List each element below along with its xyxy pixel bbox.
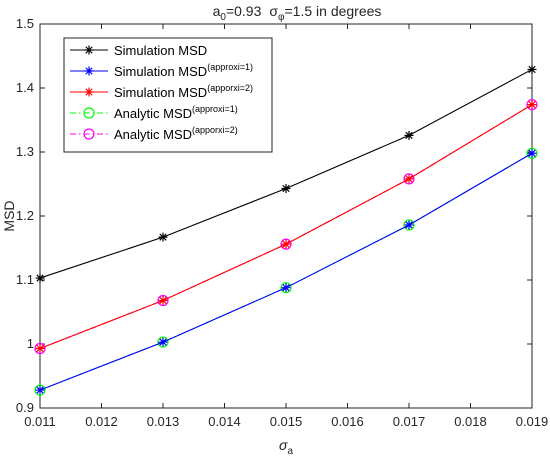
x-axis-label-subscript: a [287,446,293,457]
data-point [35,273,45,283]
chart-title: a0=0.93 σφ=1.5 in degrees [213,3,382,23]
data-point [157,294,169,307]
legend-swatch-marker [84,87,94,97]
title-sigma-symbol: σ [269,3,278,19]
x-tick-label: 0.011 [24,414,56,429]
data-point [158,295,168,305]
legend-swatch-marker [83,128,95,140]
legend-label-name: Simulation MSD [114,64,207,79]
data-point [35,385,45,395]
data-point [34,384,46,396]
legend-swatch-marker [84,45,94,55]
legend-item: Simulation MSD(apporxi=2) [70,83,253,100]
data-point [526,147,538,159]
title-a-subscript: 0 [220,12,226,23]
y-tick-label: 1.1 [16,272,34,287]
y-tick-label: 1 [27,336,34,351]
y-axis-label: MSD [1,200,17,231]
legend-swatch-marker [83,107,95,119]
title-a-symbol: a [213,3,221,19]
legend-label: Simulation MSD(approxi=1) [114,62,253,79]
y-tick-label: 1.3 [16,144,34,159]
data-point [35,343,45,353]
data-point [527,64,537,74]
legend-label: Simulation MSD(apporxi=2) [114,83,253,100]
data-point [158,232,168,242]
legend-label-name: Analytic MSD [114,106,192,121]
legend-label-superscript: (approxi=1) [192,104,238,114]
series-1 [35,148,537,395]
y-tick-label: 0.9 [16,400,34,415]
series-layer [34,64,538,396]
x-tick-label: 0.013 [147,414,180,429]
legend-label: Simulation MSD [114,43,207,58]
legend-item: Analytic MSD(apporxi=2) [70,125,238,142]
x-tick-label: 0.016 [331,414,364,429]
series-0 [35,64,537,283]
series-2 [35,100,537,353]
x-tick-label: 0.017 [393,414,426,429]
data-point [157,336,169,348]
title-sigma-value: =1.5 in degrees [285,3,382,19]
legend-label-name: Simulation MSD [114,43,207,58]
axis-ticks: 0.011 0.012 0.013 0.014 0.015 0.016 0.017 0.018… [16,16,548,429]
legend-label-superscript: (apporxi=2) [192,125,238,135]
data-point [527,148,537,158]
data-point [281,239,291,249]
data-point [34,342,46,355]
y-tick-label: 1.5 [16,16,34,31]
x-axis-label-symbol: σ [279,437,288,453]
y-tick-label: 1.4 [16,80,34,95]
x-tick-label: 0.012 [85,414,118,429]
legend-item: Simulation MSD [70,43,207,58]
series-4 [34,99,538,355]
data-point [280,238,292,250]
data-point [404,130,414,140]
data-point [281,283,291,293]
x-tick-label: 0.014 [208,414,241,429]
data-point [280,282,292,294]
x-tick-label: 0.015 [270,414,303,429]
data-point [403,173,415,185]
data-point [404,220,414,230]
x-tick-label: 0.019 [516,414,549,429]
y-tick-label: 1.2 [16,208,34,223]
data-point [404,174,414,184]
title-sigma-subscript: φ [278,12,285,23]
legend-item: Simulation MSD(approxi=1) [70,62,253,79]
legend-label-superscript: (approxi=1) [207,62,253,72]
data-point [281,183,291,193]
data-point [526,99,538,111]
legend-swatch-marker [84,66,94,76]
x-tick-label: 0.018 [454,414,487,429]
legend-label-name: Simulation MSD [114,85,207,100]
x-axis-label: σa [279,437,293,457]
legend-label: Analytic MSD(approxi=1) [114,104,238,121]
data-point [527,100,537,110]
legend-item: Analytic MSD(approxi=1) [70,104,238,121]
legend-label: Analytic MSD(apporxi=2) [114,125,238,142]
legend-label-superscript: (apporxi=2) [207,83,253,93]
data-point [403,219,415,231]
legend-label-name: Analytic MSD [114,127,192,142]
data-point [158,337,168,347]
legend-box [63,37,273,153]
title-a-value: =0.93 [226,3,262,19]
